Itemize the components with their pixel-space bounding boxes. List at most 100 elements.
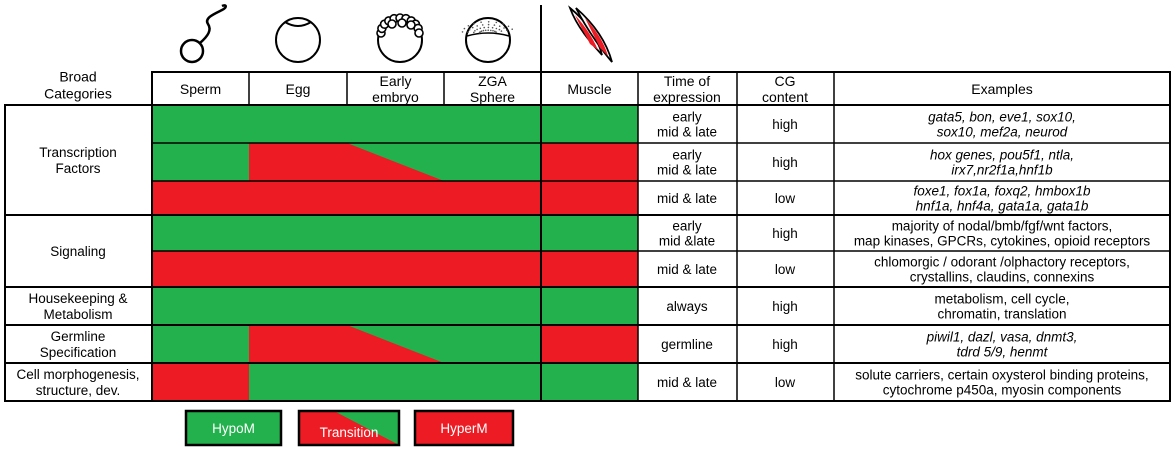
legend-hypom: HypoM bbox=[184, 409, 283, 447]
broad-categories-header: Broad bbox=[59, 69, 96, 85]
category-label-tf: Factors bbox=[55, 161, 100, 176]
methylation-row bbox=[152, 143, 638, 181]
cg-content-header: content bbox=[762, 89, 808, 105]
muscle-cell bbox=[541, 363, 638, 401]
time-of-expression-cell: early bbox=[672, 219, 702, 234]
hypo-bar bbox=[152, 325, 249, 363]
cg-content-cell: high bbox=[772, 299, 798, 314]
legend-border bbox=[413, 409, 515, 447]
time-of-expression-cell: mid & late bbox=[657, 125, 717, 140]
examples-cell-line: irx7,nr2f1a,hnf1b bbox=[951, 163, 1053, 178]
category-label-housekeeping: Housekeeping & bbox=[28, 291, 127, 306]
transition-wedge bbox=[249, 143, 444, 181]
broad-categories-header: Categories bbox=[44, 86, 112, 102]
early-embryo-icon bbox=[376, 13, 424, 63]
time-of-expression-cell: mid & late bbox=[657, 375, 717, 390]
methylation-row bbox=[152, 363, 638, 401]
muscle-cell bbox=[541, 181, 638, 215]
stage-header-sperm: Sperm bbox=[180, 81, 221, 97]
time-of-expression-cell: mid & late bbox=[657, 191, 717, 206]
hyper-bar bbox=[152, 251, 541, 287]
time-of-expression-header: expression bbox=[653, 89, 721, 105]
legend-swatch-wedge bbox=[299, 411, 399, 445]
cg-content-cell: high bbox=[772, 337, 798, 352]
category-label-morpho: structure, dev. bbox=[36, 383, 121, 398]
methylation-row bbox=[152, 181, 638, 215]
time-of-expression-cell: mid &late bbox=[659, 234, 715, 249]
examples-cell-line: foxe1, fox1a, foxq2, hmbox1b bbox=[913, 184, 1091, 199]
examples-cell-line: map kinases, GPCRs, cytokines, opioid re… bbox=[854, 234, 1151, 249]
examples-header: Examples bbox=[971, 81, 1032, 97]
methylation-row bbox=[152, 325, 638, 363]
stage-header-early-embryo: embryo bbox=[372, 89, 419, 105]
hypo-bar bbox=[152, 143, 249, 181]
time-of-expression-cell: early bbox=[672, 148, 702, 163]
examples-cell-line: chlomorgic / odorant /olphactory recepto… bbox=[874, 255, 1130, 270]
cg-content-cell: low bbox=[775, 262, 796, 277]
examples-cell-line: crystallins, claudins, connexins bbox=[910, 270, 1095, 285]
examples-cell-line: gata5, bon, eve1, sox10, bbox=[928, 110, 1076, 125]
category-label-germline: Specification bbox=[40, 345, 117, 360]
hyper-bar bbox=[152, 181, 541, 215]
examples-cell-line: sox10, mef2a, neurod bbox=[937, 125, 1068, 140]
table-body bbox=[152, 105, 638, 401]
table-grid bbox=[4, 104, 1171, 402]
time-of-expression-cell: mid & late bbox=[657, 262, 717, 277]
category-label-morpho: Cell morphogenesis, bbox=[16, 367, 139, 382]
transition-wedge bbox=[249, 325, 444, 363]
cg-content-cell: low bbox=[775, 375, 796, 390]
time-of-expression-cell: always bbox=[666, 299, 708, 314]
muscle-cell bbox=[541, 215, 638, 251]
legend-label: HypoM bbox=[212, 421, 255, 436]
legend-border bbox=[184, 409, 283, 447]
hypo-bar bbox=[249, 363, 541, 401]
legend-swatch bbox=[415, 411, 513, 445]
legend-hyperm: HyperM bbox=[413, 409, 515, 447]
cg-content-cell: low bbox=[775, 191, 796, 206]
methylation-row bbox=[152, 287, 638, 325]
examples-cell-line: chromatin, translation bbox=[937, 307, 1066, 322]
legend: HypoM Transition HyperM bbox=[184, 409, 515, 447]
examples-cell-line: tdrd 5/9, henmt bbox=[957, 345, 1049, 360]
stage-header-muscle: Muscle bbox=[567, 81, 612, 97]
category-label-signaling: Signaling bbox=[50, 244, 106, 259]
cg-content-cell: high bbox=[772, 226, 798, 241]
legend-label: Transition bbox=[320, 425, 379, 440]
stage-header-zga-sphere: Sphere bbox=[470, 89, 515, 105]
time-of-expression-cell: early bbox=[672, 110, 702, 125]
cg-content-cell: high bbox=[772, 155, 798, 170]
stage-header-early-embryo: Early bbox=[380, 73, 412, 89]
hypo-bar bbox=[152, 215, 541, 251]
examples-cell-line: cytochrome p450a, myosin components bbox=[883, 383, 1122, 398]
hypo-bar bbox=[152, 287, 541, 325]
muscle-cell bbox=[541, 105, 638, 143]
muscle-cell bbox=[541, 287, 638, 325]
muscle-cells-icon bbox=[568, 5, 613, 63]
body-border bbox=[4, 104, 1171, 402]
muscle-cell bbox=[541, 251, 638, 287]
legend-transition: Transition bbox=[297, 409, 401, 447]
examples-cell-line: piwil1, dazl, vasa, dnmt3, bbox=[926, 330, 1078, 345]
egg-icon bbox=[275, 17, 321, 63]
category-label-housekeeping: Metabolism bbox=[43, 307, 112, 322]
legend-swatch bbox=[186, 411, 281, 445]
category-label-germline: Germline bbox=[51, 329, 106, 344]
early-embryo-cells bbox=[376, 13, 424, 38]
legend-label: HyperM bbox=[440, 421, 487, 436]
sphere-embryo-icon bbox=[461, 17, 513, 63]
muscle-cell bbox=[541, 325, 638, 363]
examples-cell-line: hnf1a, hnf4a, gata1a, gata1b bbox=[916, 199, 1089, 214]
examples-cell-line: majority of nodal/bmb/fgf/wnt factors, bbox=[892, 219, 1113, 234]
hypo-bar bbox=[152, 105, 541, 143]
cg-content-header: CG bbox=[775, 73, 796, 89]
hyper-bar bbox=[152, 363, 249, 401]
legend-border bbox=[297, 409, 401, 447]
time-of-expression-header: Time of bbox=[664, 73, 710, 89]
examples-cell-line: metabolism, cell cycle, bbox=[934, 292, 1069, 307]
methylation-row bbox=[152, 251, 638, 287]
methylation-row bbox=[152, 105, 638, 143]
sphere-embryo-dots bbox=[461, 21, 513, 34]
muscle-cell bbox=[541, 143, 638, 181]
time-of-expression-cell: germline bbox=[661, 337, 713, 352]
